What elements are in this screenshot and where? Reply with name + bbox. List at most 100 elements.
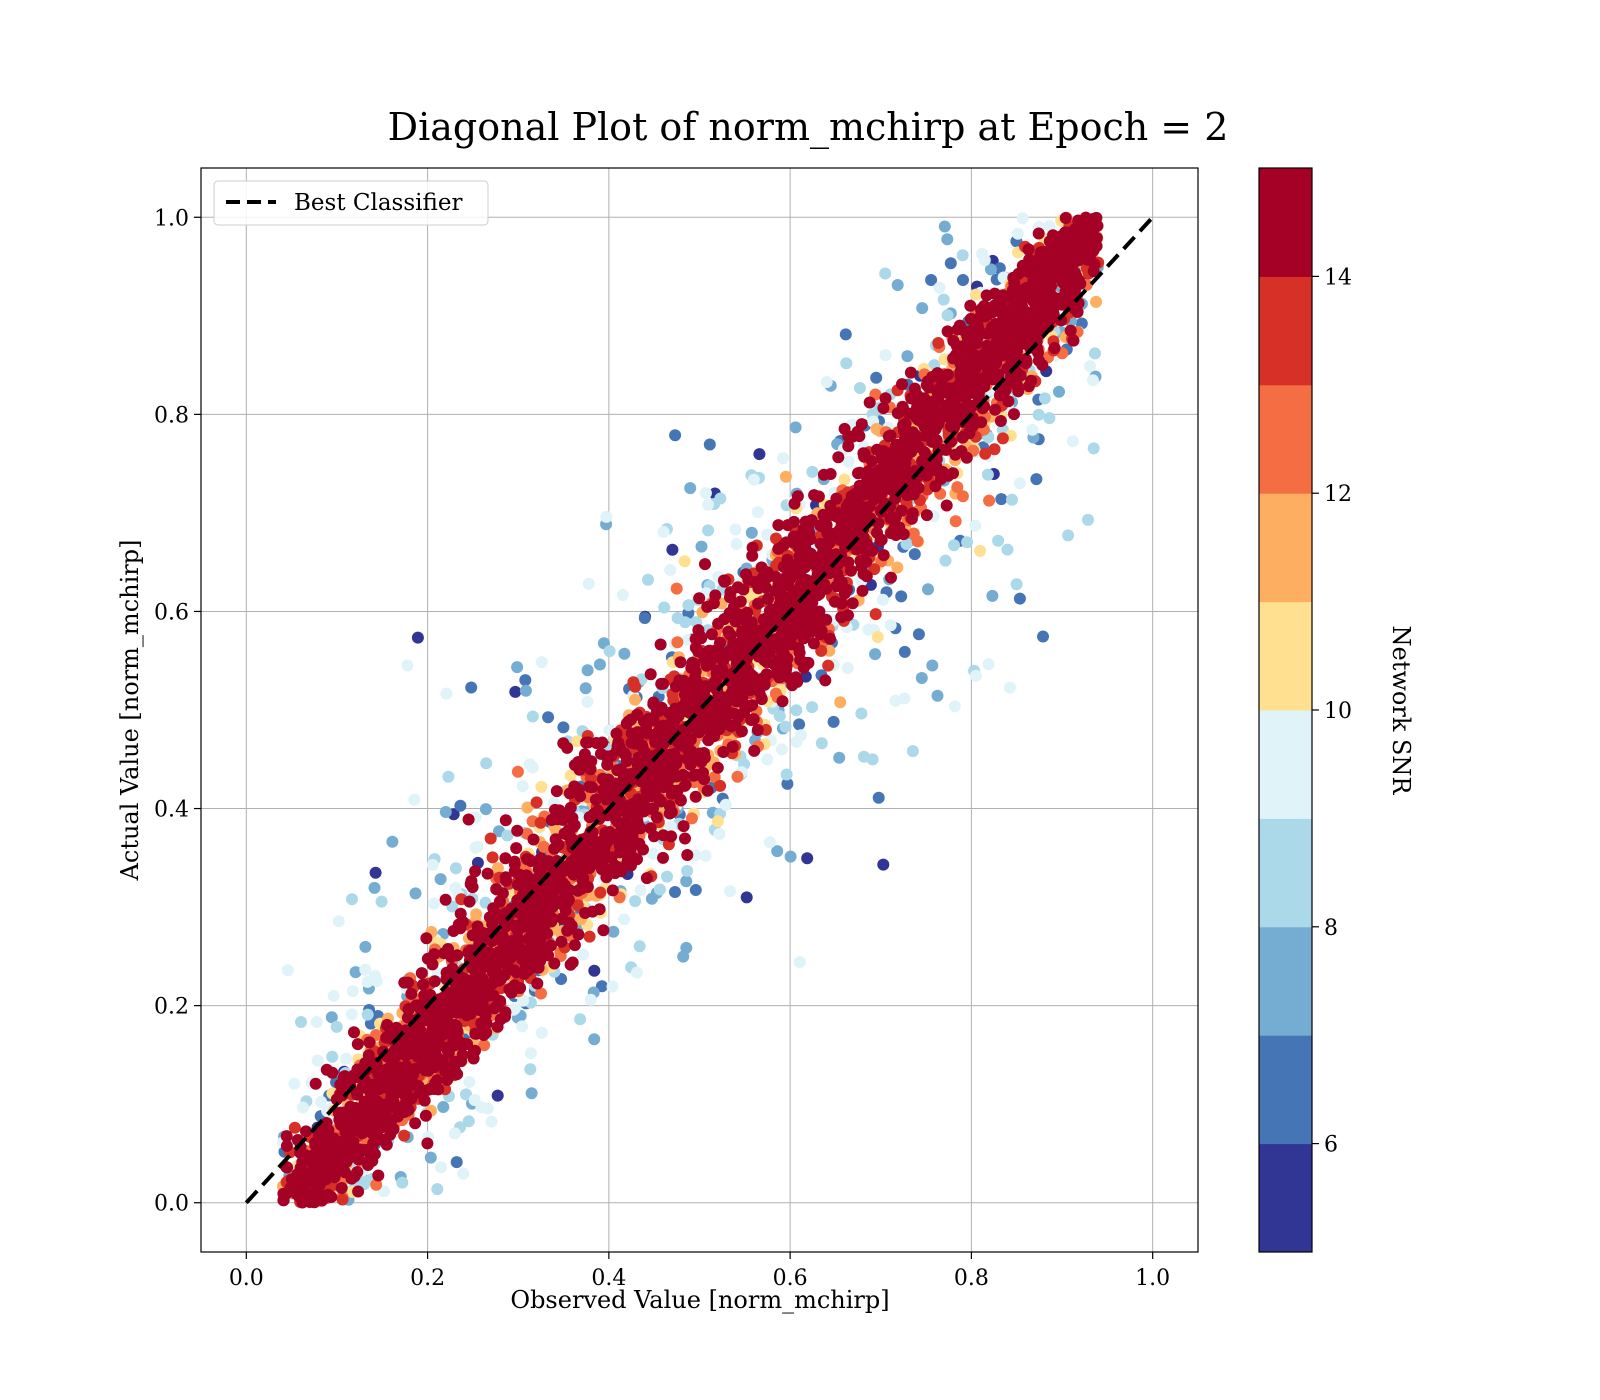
- scatter-point: [757, 675, 770, 687]
- scatter-point: [677, 820, 690, 833]
- scatter-point: [817, 538, 830, 551]
- scatter-point: [657, 677, 670, 690]
- scatter-point: [298, 1150, 311, 1163]
- scatter-point: [434, 873, 447, 886]
- scatter-point: [840, 583, 853, 596]
- scatter-point: [941, 309, 954, 322]
- scatter-point: [439, 806, 452, 818]
- scatter-point: [657, 851, 669, 864]
- scatter-point: [480, 1017, 493, 1030]
- scatter-point: [877, 482, 890, 494]
- scatter-point: [715, 653, 728, 666]
- scatter-point: [948, 539, 960, 552]
- scatter-point: [469, 1027, 482, 1040]
- scatter-point: [745, 668, 758, 681]
- scatter-point: [1016, 212, 1029, 225]
- scatter-point: [871, 465, 884, 478]
- scatter-point: [371, 1133, 384, 1146]
- scatter-point: [334, 1088, 347, 1101]
- scatter-point: [832, 451, 845, 464]
- scatter-point: [979, 310, 992, 323]
- scatter-point: [307, 1173, 320, 1186]
- scatter-point: [702, 498, 714, 511]
- scatter-point: [781, 777, 794, 790]
- scatter-point: [297, 1101, 309, 1114]
- scatter-point: [863, 396, 876, 409]
- scatter-point: [830, 580, 843, 593]
- scatter-point: [820, 376, 833, 388]
- scatter-point: [947, 335, 960, 347]
- scatter-point: [594, 886, 607, 899]
- scatter-point: [1013, 477, 1026, 490]
- scatter-point: [951, 481, 964, 494]
- scatter-point: [781, 519, 794, 532]
- scatter-point: [499, 920, 512, 933]
- scatter-point: [681, 864, 694, 877]
- scatter-point: [648, 762, 661, 775]
- scatter-point: [1087, 442, 1100, 455]
- scatter-point: [519, 917, 532, 930]
- scatter-point: [1082, 513, 1094, 526]
- scatter-point: [522, 932, 535, 945]
- scatter-point: [535, 780, 548, 793]
- scatter-point: [618, 647, 631, 660]
- scatter-point: [780, 768, 793, 781]
- scatter-point: [335, 1182, 348, 1194]
- scatter-point: [405, 987, 418, 1000]
- scatter-point: [833, 751, 846, 764]
- scatter-point: [499, 852, 512, 865]
- scatter-point: [877, 858, 890, 871]
- scatter-point: [346, 893, 358, 906]
- scatter-point: [463, 1076, 476, 1088]
- scatter-point: [625, 727, 638, 740]
- scatter-point: [340, 1052, 353, 1065]
- scatter-point: [332, 1136, 345, 1149]
- scatter-point: [804, 533, 817, 546]
- scatter-point: [830, 492, 843, 505]
- scatter-point: [679, 832, 691, 845]
- scatter-point: [508, 920, 521, 932]
- scatter-point: [320, 1117, 333, 1129]
- scatter-point: [442, 943, 454, 955]
- scatter-point: [366, 1154, 379, 1167]
- scatter-point: [634, 884, 647, 897]
- scatter-point: [616, 589, 629, 601]
- scatter-point: [850, 503, 863, 516]
- scatter-point: [462, 813, 475, 826]
- scatter-point: [993, 389, 1006, 402]
- scatter-point: [1064, 324, 1077, 337]
- scatter-point: [280, 1139, 293, 1152]
- scatter-point: [408, 793, 421, 806]
- scatter-point: [511, 824, 524, 837]
- scatter-point: [369, 866, 382, 879]
- scatter-point: [550, 785, 563, 798]
- scatter-point: [988, 368, 1001, 381]
- scatter-point: [363, 1036, 376, 1049]
- scatter-point: [981, 468, 994, 481]
- scatter-point: [451, 949, 464, 962]
- scatter-point: [682, 599, 695, 612]
- scatter-point: [751, 724, 764, 736]
- scatter-point: [327, 989, 340, 1002]
- scatter-point: [625, 713, 638, 726]
- scatter-point: [516, 780, 529, 793]
- scatter-point: [398, 1075, 411, 1087]
- scatter-point: [938, 220, 951, 233]
- scatter-point: [370, 1094, 383, 1107]
- scatter-point: [925, 274, 938, 286]
- scatter-point: [644, 668, 657, 681]
- scatter-point: [1086, 374, 1099, 387]
- scatter-point: [945, 415, 958, 427]
- scatter-point: [364, 1017, 377, 1030]
- scatter-point: [624, 832, 637, 845]
- scatter-point: [428, 975, 441, 988]
- scatter-point: [564, 769, 577, 782]
- scatter-point: [501, 954, 514, 967]
- scatter-point: [711, 815, 724, 828]
- scatter-point: [499, 1010, 511, 1023]
- scatter-point: [922, 583, 934, 596]
- scatter-point: [401, 659, 414, 672]
- scatter-point: [473, 934, 486, 946]
- scatter-point: [808, 489, 821, 502]
- scatter-point: [557, 878, 570, 891]
